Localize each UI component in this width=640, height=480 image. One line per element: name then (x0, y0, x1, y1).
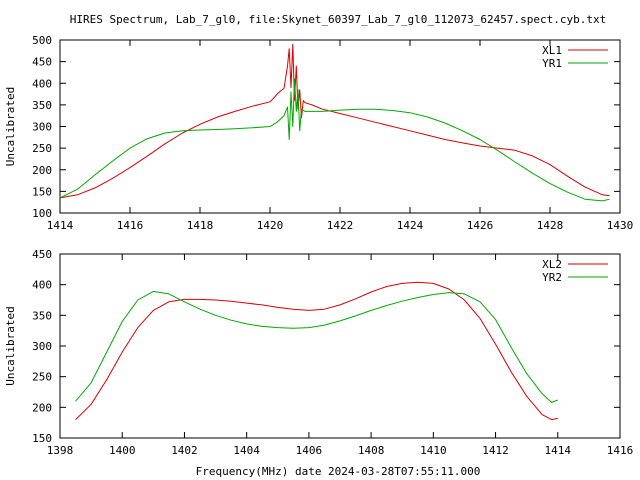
x-tick-label: 1412 (482, 444, 509, 457)
y-tick-label: 500 (32, 34, 52, 47)
x-tick-label: 1404 (233, 444, 260, 457)
series-line-xl2 (75, 281, 558, 421)
y-tick-label: 350 (32, 309, 52, 322)
figure-title: HIRES Spectrum, Lab_7_gl0, file:Skynet_6… (70, 13, 606, 26)
plot-frame (59, 253, 621, 439)
y-tick-label: 250 (32, 371, 52, 384)
legend-label: YR1 (542, 57, 562, 70)
chart-panel-1: 1414 1416 1418 1420 1422 1424 1426 1428 1430 100 1… (4, 34, 633, 232)
x-tick-label: 1408 (358, 444, 385, 457)
y-tick-label: 400 (32, 77, 52, 90)
x-tick-label: 1428 (537, 219, 564, 232)
plot-frame (59, 39, 621, 214)
y-tick-label: 150 (32, 185, 52, 198)
x-tick-label: 1430 (607, 219, 634, 232)
y-tick-label: 200 (32, 401, 52, 414)
y-axis-label: Uncalibrated (4, 306, 17, 385)
x-tick-label: 1414 (545, 444, 572, 457)
x-tick-label: 1410 (420, 444, 447, 457)
y-tick-label: 400 (32, 279, 52, 292)
series-line-xl1 (59, 43, 610, 199)
y-tick-label: 450 (32, 248, 52, 261)
series-line-yr1 (59, 78, 610, 202)
legend-label: XL1 (542, 44, 562, 57)
x-tick-label: 1398 (47, 444, 74, 457)
legend-label: YR2 (542, 271, 562, 284)
y-tick-label: 150 (32, 432, 52, 445)
chart-panels: 1414 1416 1418 1420 1422 1424 1426 1428 14301001… (4, 34, 633, 457)
x-tick-label: 1416 (607, 444, 634, 457)
x-tick-label: 1402 (171, 444, 198, 457)
y-tick-label: 300 (32, 340, 52, 353)
x-tick-label: 1400 (109, 444, 136, 457)
y-tick-label: 200 (32, 164, 52, 177)
x-tick-label: 1422 (327, 219, 354, 232)
series-line-yr2 (75, 290, 558, 403)
x-tick-label: 1416 (117, 219, 144, 232)
x-axis-label: Frequency(MHz) date 2024-03-28T07:55:11.… (196, 465, 481, 478)
y-axis-label: Uncalibrated (4, 87, 17, 166)
x-tick-label: 1424 (397, 219, 424, 232)
y-tick-label: 250 (32, 142, 52, 155)
y-tick-label: 350 (32, 99, 52, 112)
x-tick-label: 1406 (296, 444, 323, 457)
y-tick-label: 100 (32, 207, 52, 220)
x-tick-label: 1418 (187, 219, 214, 232)
x-tick-label: 1426 (467, 219, 494, 232)
y-tick-label: 450 (32, 56, 52, 69)
chart-panel-2: 1398 1400 1402 1404 1406 1408 1410 1412 1414 1416… (4, 248, 633, 457)
y-tick-label: 300 (32, 121, 52, 134)
legend-label: XL2 (542, 258, 562, 271)
x-tick-label: 1420 (257, 219, 284, 232)
x-tick-label: 1414 (47, 219, 74, 232)
